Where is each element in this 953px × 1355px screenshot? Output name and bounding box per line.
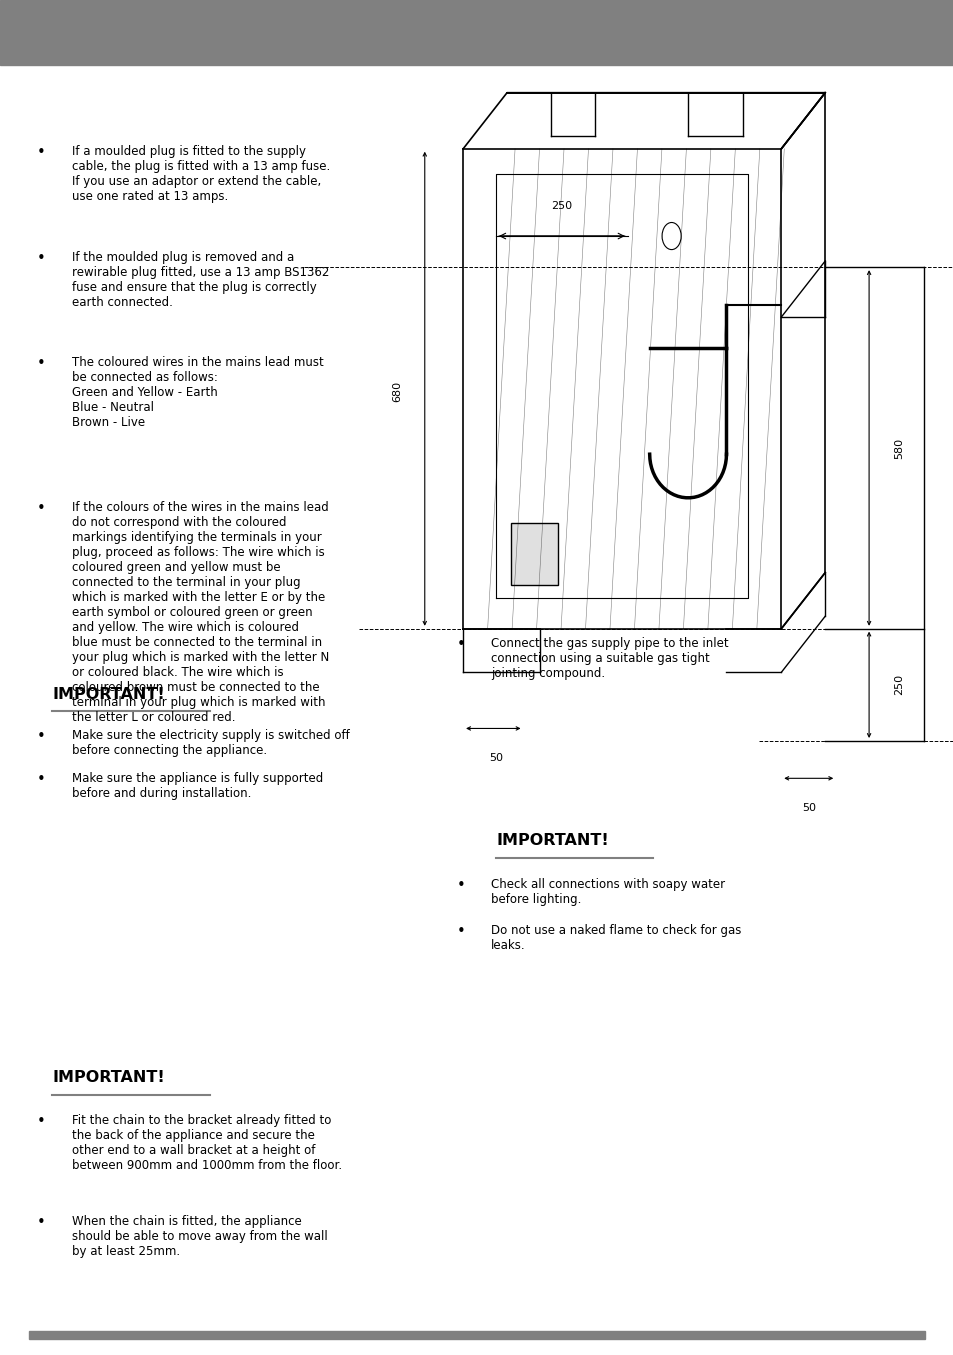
Bar — [0, 0, 953, 65]
Text: •: • — [36, 729, 46, 744]
Text: Check all connections with soapy water
before lighting.: Check all connections with soapy water b… — [491, 878, 724, 906]
Text: IMPORTANT!: IMPORTANT! — [52, 1070, 165, 1085]
Text: IMPORTANT!: IMPORTANT! — [496, 833, 608, 848]
Text: •: • — [36, 772, 46, 787]
Text: •: • — [36, 501, 46, 516]
Text: Make sure the electricity supply is switched off
before connecting the appliance: Make sure the electricity supply is swit… — [71, 729, 349, 757]
Text: •: • — [36, 145, 46, 160]
Text: •: • — [36, 251, 46, 266]
Text: When the chain is fitted, the appliance
should be able to move away from the wal: When the chain is fitted, the appliance … — [71, 1215, 327, 1259]
Text: 50: 50 — [489, 753, 502, 763]
Text: Connect the gas supply pipe to the inlet
connection using a suitable gas tight
j: Connect the gas supply pipe to the inlet… — [491, 637, 728, 680]
Text: •: • — [36, 1114, 46, 1129]
Bar — [29, 1331, 924, 1339]
Text: Make sure the appliance is fully supported
before and during installation.: Make sure the appliance is fully support… — [71, 772, 322, 801]
Text: IMPORTANT!: IMPORTANT! — [52, 687, 165, 702]
Text: If a moulded plug is fitted to the supply
cable, the plug is fitted with a 13 am: If a moulded plug is fitted to the suppl… — [71, 145, 330, 203]
Text: •: • — [456, 878, 465, 893]
Text: •: • — [36, 356, 46, 371]
Text: •: • — [36, 1215, 46, 1230]
Text: 250: 250 — [551, 201, 572, 211]
Text: If the moulded plug is removed and a
rewirable plug fitted, use a 13 amp BS1362
: If the moulded plug is removed and a rew… — [71, 251, 329, 309]
Text: If the colours of the wires in the mains lead
do not correspond with the coloure: If the colours of the wires in the mains… — [71, 501, 329, 725]
Text: •: • — [456, 637, 465, 652]
Text: 580: 580 — [893, 438, 903, 458]
Bar — [511, 523, 558, 585]
Text: The coloured wires in the mains lead must
be connected as follows:
Green and Yel: The coloured wires in the mains lead mus… — [71, 356, 323, 430]
Text: Fit the chain to the bracket already fitted to
the back of the appliance and sec: Fit the chain to the bracket already fit… — [71, 1114, 341, 1172]
Text: 680: 680 — [392, 381, 402, 402]
Text: Do not use a naked flame to check for gas
leaks.: Do not use a naked flame to check for ga… — [491, 924, 740, 953]
Text: •: • — [456, 924, 465, 939]
Text: 250: 250 — [893, 675, 903, 695]
Text: 50: 50 — [801, 804, 815, 813]
